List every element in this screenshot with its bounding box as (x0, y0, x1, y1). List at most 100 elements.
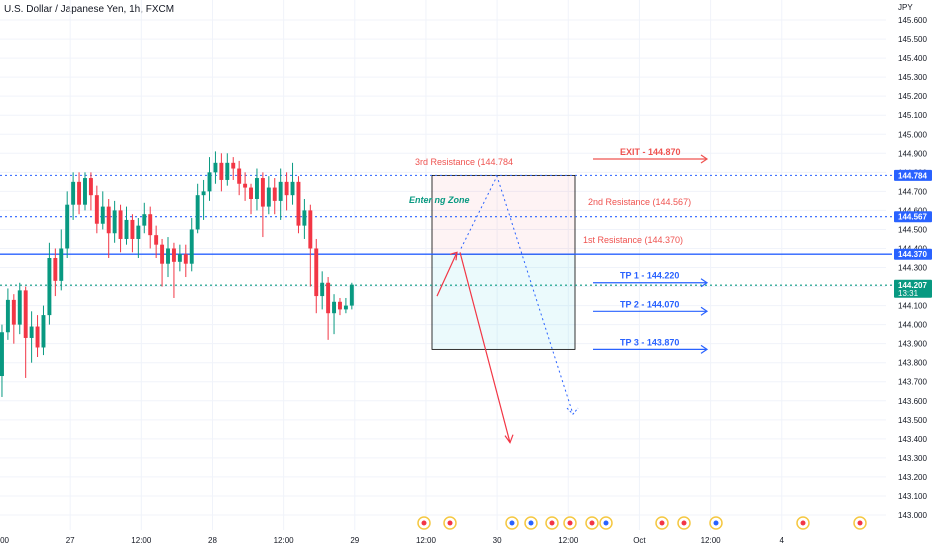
y-tick-label: 145.500 (898, 35, 927, 44)
event-marker-icon-dot (567, 520, 573, 526)
y-tick-label: 144.000 (898, 321, 927, 330)
event-marker-icon[interactable] (655, 516, 669, 530)
y-tick-label: 144.100 (898, 302, 927, 311)
y-tick-label: 143.300 (898, 454, 927, 463)
candle-body (332, 301, 337, 314)
event-marker-icon[interactable] (545, 516, 559, 530)
y-tick-label: 144.300 (898, 264, 927, 273)
event-marker-icon[interactable] (677, 516, 691, 530)
candle-body (118, 210, 123, 239)
candle-body (284, 181, 289, 196)
candle-body (201, 191, 206, 196)
candle-body (308, 210, 313, 249)
candle-body (130, 219, 135, 239)
candle-body (349, 284, 354, 306)
candle-body (225, 162, 230, 180)
candle-body (213, 162, 218, 173)
candle-body (160, 244, 165, 264)
us-flag-icon[interactable] (524, 516, 538, 530)
candle-body (112, 210, 117, 234)
event-marker-icon[interactable] (796, 516, 810, 530)
candle-body (106, 206, 111, 234)
event-marker-icon[interactable] (417, 516, 431, 530)
event-marker-icon-dot (589, 520, 595, 526)
candle-body (166, 248, 170, 264)
candle-body (23, 290, 28, 338)
candle-body (243, 183, 248, 188)
event-marker-icon[interactable] (443, 516, 457, 530)
us-flag-icons-dot (603, 520, 609, 526)
candle-body (266, 187, 271, 207)
us-flag-icons-dot (509, 520, 515, 526)
price-tag (894, 248, 932, 260)
candle-body (171, 248, 176, 262)
x-tick-label: 28 (208, 536, 217, 545)
event-marker-icon-dot (421, 520, 427, 526)
candle-body (29, 326, 34, 338)
candle-body (254, 178, 259, 199)
tp1-arrow-label: TP 1 - 144.220 (620, 271, 679, 281)
axis-currency-label: JPY (898, 3, 913, 12)
y-tick-label: 144.700 (898, 187, 927, 196)
price-tag (894, 279, 932, 298)
candle-body (343, 305, 348, 310)
price-tag-label: 144.370 (898, 250, 927, 259)
y-tick-label: 144.900 (898, 149, 927, 158)
projected-path-red-up-head (449, 251, 458, 261)
event-marker-icon-dot (681, 520, 687, 526)
candle-body (41, 315, 46, 348)
us-flag-icons-dot (713, 520, 719, 526)
y-tick-label: 145.100 (898, 111, 927, 120)
price-tag (894, 169, 932, 181)
event-marker-icon[interactable] (853, 516, 867, 530)
candle-body (290, 181, 295, 196)
candle-body (47, 258, 52, 316)
event-marker-icon[interactable] (585, 516, 599, 530)
entering-zone-label: Enter ng Zone (409, 195, 470, 205)
candle-body (237, 168, 242, 184)
y-tick-label: 143.900 (898, 340, 927, 349)
candle-body (11, 299, 16, 325)
candle-body (207, 172, 212, 192)
y-tick-label: 145.300 (898, 73, 927, 82)
x-tick-label: 12:00 (131, 536, 152, 545)
us-flag-icons[interactable] (505, 516, 519, 530)
event-marker-icon[interactable] (563, 516, 577, 530)
candle-body (338, 301, 342, 310)
event-marker-icon-dot (549, 520, 555, 526)
y-tick-label: 143.800 (898, 359, 927, 368)
price-tag-label: 144.207 (898, 281, 927, 290)
x-tick-label: 27 (66, 536, 75, 545)
candle-body (320, 282, 325, 297)
candle-body (88, 178, 93, 196)
tp1-arrow-head (700, 278, 709, 288)
projected-path-red-up (436, 252, 458, 297)
candle-body (65, 204, 70, 249)
grid (0, 0, 886, 530)
us-flag-icons[interactable] (709, 516, 723, 530)
x-tick-label: 12:00 (274, 536, 295, 545)
chart-title: U.S. Dollar / Japanese Yen, 1h, FXCM (4, 4, 175, 15)
candle-body (278, 181, 283, 201)
x-tick-label: 12:00 (558, 536, 579, 545)
candle-body (326, 282, 331, 314)
y-tick-label: 145.600 (898, 16, 927, 25)
price-tag-label: 144.784 (898, 171, 927, 180)
candle-body (195, 195, 200, 230)
y-tick-label: 144.500 (898, 225, 927, 234)
candle-body (83, 178, 87, 205)
candle-body (177, 254, 182, 262)
candle-body (219, 162, 224, 180)
candle-body (314, 248, 319, 297)
y-tick-label: 145.400 (898, 54, 927, 63)
us-flag-icons[interactable] (599, 516, 613, 530)
candle-body (100, 206, 105, 224)
candle-body (272, 187, 277, 201)
us-flag-icon-dot (528, 520, 534, 526)
candle-body (0, 332, 4, 377)
exit-arrow-label: EXIT - 144.870 (620, 147, 681, 157)
projected-path-blue (460, 174, 574, 415)
candle-body (249, 187, 253, 199)
projected-path-red-down-head (504, 434, 514, 444)
